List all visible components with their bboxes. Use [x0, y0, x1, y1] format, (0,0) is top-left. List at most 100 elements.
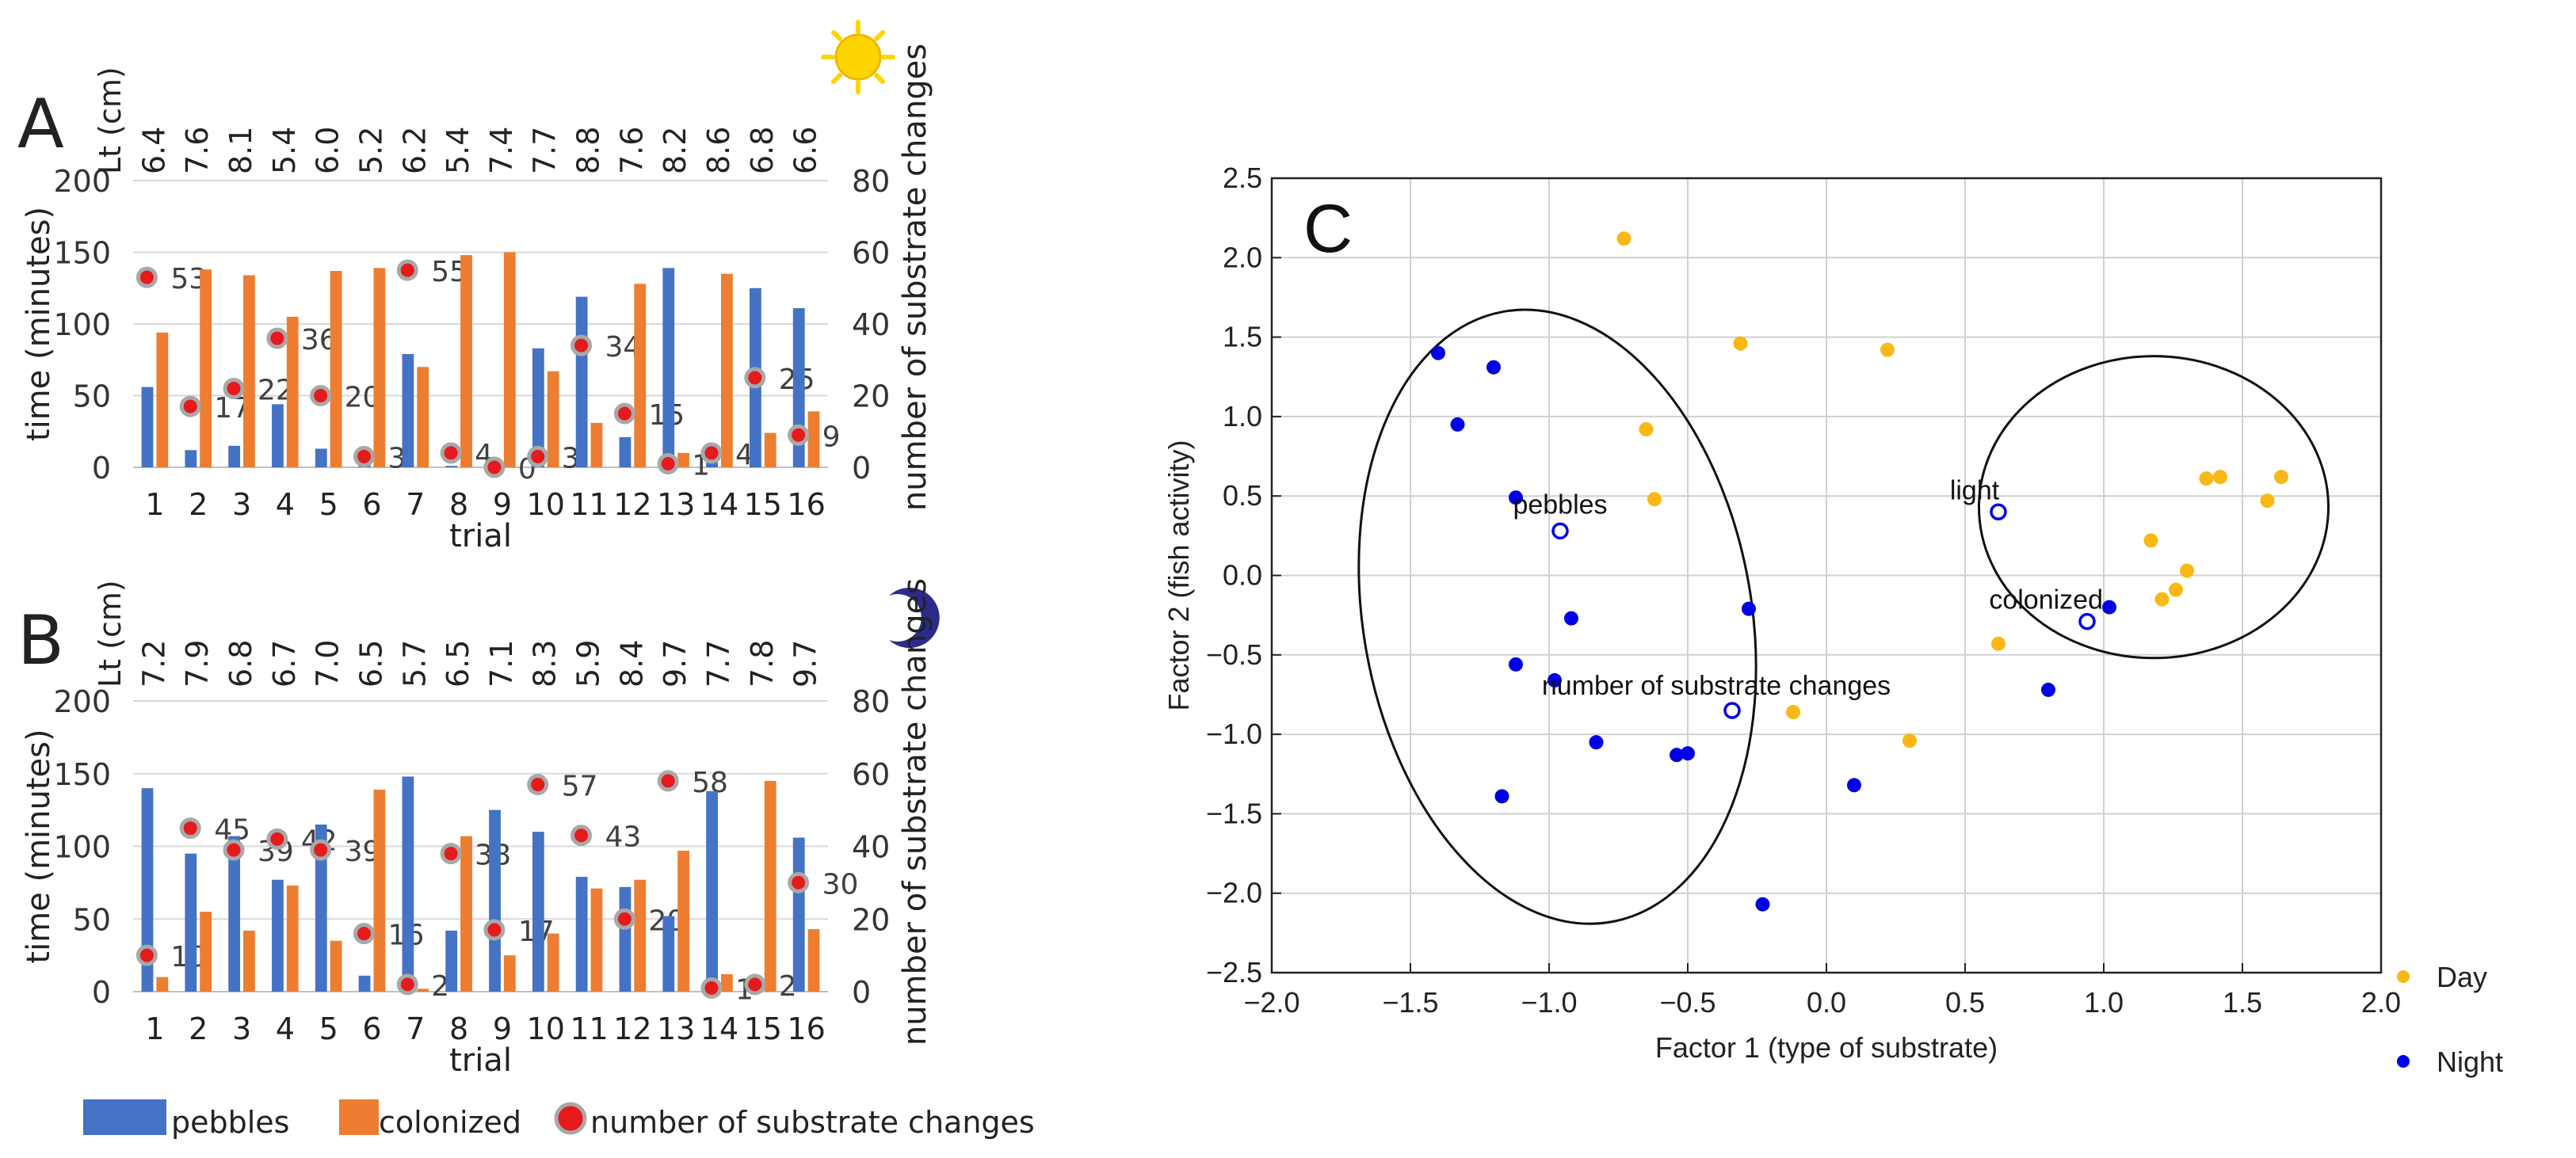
panel-b-xtick-label: 10: [527, 1011, 565, 1046]
panel-c-xtick-label: 0.5: [1945, 986, 1985, 1019]
panel-a-xtick-label: 11: [570, 487, 608, 522]
panel-b-ytick-label: 50: [73, 902, 111, 937]
panel-c-point-night: [1431, 345, 1445, 360]
panel-c-variable-marker: [1723, 702, 1741, 719]
panel-a-bar-pebbles: [272, 404, 284, 467]
panel-a-bar-colonized: [460, 255, 472, 467]
panel-b-bar-colonized: [417, 988, 429, 992]
panel-a-bar-colonized: [200, 269, 212, 467]
panel-a-xtick-label: 9: [493, 487, 512, 522]
panel-a-bar-colonized: [373, 268, 386, 467]
panel-b-bar-colonized: [156, 977, 169, 992]
panel-a-xtick-label: 3: [232, 487, 251, 522]
panel-b-changes-marker: [527, 774, 549, 796]
panel-c-point-day: [2154, 592, 2170, 607]
panel-b-xtick-label: 11: [570, 1011, 608, 1046]
panel-a-y2tick-label: 60: [852, 236, 890, 271]
panel-a-xtick-label: 16: [787, 487, 825, 522]
panel-b-changes-marker: [744, 973, 766, 996]
panel-b-changes-marker: [571, 825, 593, 847]
panel-a-lt-label: 5.2: [353, 127, 388, 174]
panel-b-y2tick-label: 20: [852, 902, 890, 937]
panel-b-toplabel: Lt (cm): [93, 580, 128, 688]
panel-c-point-day: [1733, 336, 1748, 351]
panel-c-point-day: [2213, 470, 2227, 485]
panel-a-bar-colonized: [156, 332, 169, 467]
panel-b-xtick-label: 15: [744, 1011, 782, 1046]
panel-a-lt-label: 7.7: [528, 127, 563, 174]
panel-b-bar-pebbles: [706, 790, 718, 992]
panel-a-bar-colonized: [720, 273, 733, 467]
panel-a-xtick-label: 2: [189, 487, 208, 522]
panel-b-lt-label: 6.5: [441, 640, 475, 688]
panel-c-point-day: [2199, 471, 2214, 486]
panel-c-ytick-label: 2.5: [1223, 162, 1262, 194]
panel-c-legend-day-marker: [2397, 970, 2410, 983]
panel-c-ytick-label: 1.0: [1223, 400, 1262, 432]
panel-b-bar-pebbles: [402, 776, 414, 992]
panel-a-xtick-label: 7: [406, 487, 425, 522]
panel-b-y2label: number of substrate changes: [897, 578, 933, 1046]
panel-b-bar-colonized: [200, 912, 212, 992]
panel-a-y2tick-label: 0: [852, 451, 871, 486]
panel-b-changes-marker: [353, 923, 375, 945]
panel-a-letter: A: [17, 85, 64, 164]
panel-b-changes-marker: [440, 843, 462, 865]
panel-c-variable-marker: [1990, 503, 2007, 521]
panel-c-point-night: [2102, 600, 2116, 615]
panel-a-lt-label: 7.4: [484, 127, 519, 174]
panel-a-changes-label: 9: [822, 421, 841, 453]
panel-c-variable-label: colonized: [1989, 585, 2103, 615]
panel-b-changes-marker: [657, 770, 679, 792]
panel-c-point-night: [1494, 789, 1509, 804]
panel-a-changes-marker: [135, 266, 158, 288]
panel-a-lt-label: 6.8: [745, 127, 780, 174]
panel-a-xtick-label: 13: [657, 487, 695, 522]
panel-b-bar-pebbles: [619, 886, 632, 992]
panel-b-xlabel: trial: [449, 1042, 512, 1079]
panel-b: B 0 50 100 150 200 0 20 40 60 80 1 7.2 10 2 7.9 45 3 6.8 3…: [17, 578, 940, 1079]
panel-b-lt-label: 7.1: [484, 640, 519, 688]
panel-c-point-day: [2260, 493, 2275, 509]
panel-b-changes-marker: [179, 817, 201, 840]
panel-c-ytick-label: −2.5: [1206, 956, 1262, 988]
panel-c-point-night: [1509, 657, 1523, 672]
panel-a-xtick-label: 1: [145, 487, 164, 522]
panel-a-changes-label: 3: [562, 442, 580, 474]
panel-a-bar-colonized: [503, 252, 516, 467]
panel-b-lt-label: 8.4: [614, 640, 649, 688]
panel-b-bar-colonized: [807, 929, 820, 992]
panel-b-xtick-label: 6: [362, 1011, 381, 1046]
panel-b-ylabel: time (minutes): [21, 729, 57, 963]
panel-c-point-night: [1847, 778, 1861, 793]
panel-c-ytick-label: 0.0: [1223, 559, 1262, 592]
panel-a-ytick-label: 0: [92, 451, 111, 486]
panel-c-xtick-label: −1.5: [1382, 986, 1438, 1019]
panel-c-variable-label: light: [1950, 475, 2000, 505]
panel-a-lt-label: 6.4: [136, 127, 171, 174]
panel-a-changes-marker: [223, 377, 245, 399]
panel-a-y2tick-label: 40: [852, 307, 890, 342]
panel-a-ytick-label: 200: [53, 164, 111, 199]
panel-b-bar-colonized: [590, 888, 603, 992]
panel-a-bar-pebbles: [662, 268, 675, 467]
panel-b-changes-marker: [700, 977, 723, 999]
panel-a-changes-marker: [266, 327, 288, 349]
panel-c-point-day: [2143, 533, 2158, 548]
panel-b-lt-label: 9.7: [788, 640, 823, 688]
panel-b-y2tick-label: 60: [852, 757, 890, 792]
panel-b-lt-label: 7.9: [180, 640, 215, 688]
panel-b-y2tick-label: 0: [852, 975, 871, 1010]
panel-a-xtick-label: 5: [319, 487, 338, 522]
panel-b-changes-label: 30: [822, 868, 859, 901]
panel-a-changes-marker: [788, 424, 810, 446]
panel-c-ellipse: [1357, 308, 1757, 925]
panel-a-lt-label: 8.2: [658, 127, 693, 174]
panel-a-xtick-label: 6: [362, 487, 381, 522]
panel-b-bar-pebbles: [792, 837, 805, 992]
panel-c-point-day: [2180, 563, 2194, 578]
panel-a-bar-pebbles: [619, 436, 632, 467]
panel-b-lt-label: 7.8: [745, 640, 780, 688]
panel-c-ytick-label: 1.5: [1223, 321, 1262, 353]
panel-a-xtick-label: 15: [744, 487, 782, 522]
